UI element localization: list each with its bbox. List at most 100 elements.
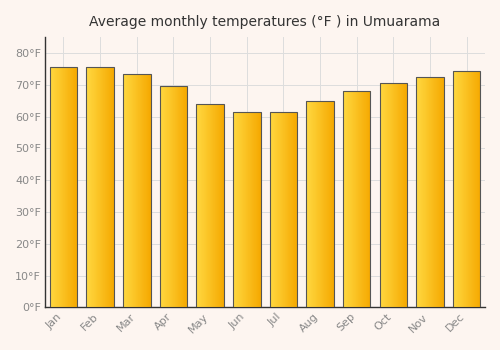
Bar [380,83,407,307]
Bar [344,91,345,307]
Bar [453,70,454,307]
Bar [136,74,137,307]
Bar [288,112,289,307]
Bar [356,91,357,307]
Bar [418,77,419,307]
Bar [387,83,388,307]
Bar [472,70,473,307]
Bar [308,101,309,307]
Bar [382,83,383,307]
Bar [327,101,328,307]
Bar [389,83,390,307]
Bar [397,83,398,307]
Bar [142,74,143,307]
Bar [196,104,197,307]
Bar [456,70,457,307]
Bar [424,77,425,307]
Bar [239,112,240,307]
Bar [149,74,150,307]
Bar [440,77,441,307]
Bar [364,91,365,307]
Bar [209,104,210,307]
Bar [392,83,393,307]
Bar [110,67,111,307]
Bar [126,74,127,307]
Bar [399,83,400,307]
Bar [272,112,273,307]
Bar [343,91,344,307]
Bar [174,86,175,307]
Bar [416,77,444,307]
Bar [201,104,202,307]
Bar [86,67,114,307]
Bar [222,104,224,307]
Bar [345,91,346,307]
Bar [76,67,78,307]
Bar [88,67,89,307]
Bar [138,74,139,307]
Bar [360,91,361,307]
Bar [73,67,74,307]
Bar [470,70,471,307]
Bar [87,67,88,307]
Bar [196,104,224,307]
Bar [86,67,87,307]
Bar [479,70,480,307]
Bar [310,101,311,307]
Bar [258,112,259,307]
Bar [324,101,325,307]
Bar [352,91,353,307]
Bar [430,77,431,307]
Bar [380,83,381,307]
Bar [172,86,173,307]
Bar [289,112,290,307]
Bar [463,70,464,307]
Bar [296,112,297,307]
Bar [216,104,217,307]
Bar [422,77,423,307]
Bar [359,91,360,307]
Bar [310,101,312,307]
Bar [435,77,436,307]
Bar [104,67,105,307]
Bar [60,67,62,307]
Bar [207,104,208,307]
Bar [233,112,260,307]
Bar [317,101,318,307]
Bar [179,86,180,307]
Bar [343,91,370,307]
Bar [185,86,186,307]
Bar [69,67,70,307]
Bar [354,91,355,307]
Bar [199,104,200,307]
Bar [68,67,69,307]
Bar [365,91,366,307]
Bar [236,112,237,307]
Bar [426,77,427,307]
Bar [284,112,285,307]
Bar [428,77,429,307]
Bar [99,67,100,307]
Bar [294,112,295,307]
Bar [355,91,356,307]
Bar [62,67,63,307]
Bar [349,91,350,307]
Bar [438,77,439,307]
Bar [184,86,185,307]
Bar [216,104,218,307]
Bar [51,67,52,307]
Bar [393,83,394,307]
Bar [180,86,181,307]
Bar [89,67,90,307]
Bar [145,74,146,307]
Bar [166,86,167,307]
Bar [347,91,348,307]
Bar [273,112,274,307]
Bar [474,70,475,307]
Bar [58,67,59,307]
Bar [160,86,161,307]
Bar [388,83,389,307]
Bar [254,112,255,307]
Bar [64,67,65,307]
Bar [242,112,243,307]
